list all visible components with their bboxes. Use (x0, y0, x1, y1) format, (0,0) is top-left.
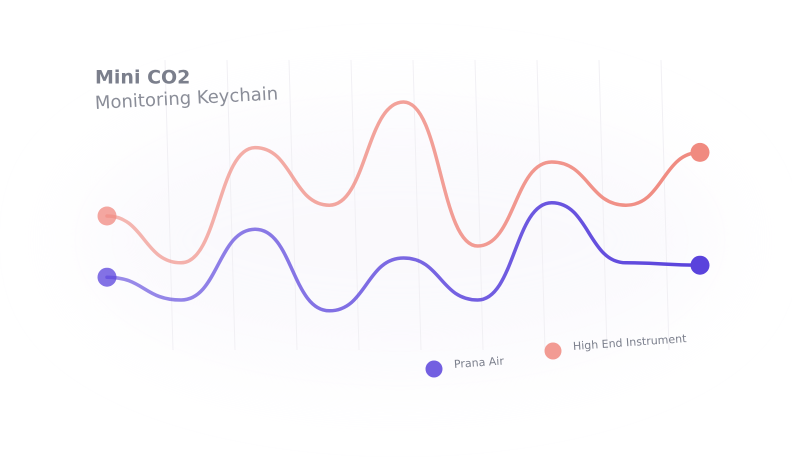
legend-label: Prana Air (454, 354, 505, 370)
glow (80, 110, 720, 370)
grid (164, 59, 670, 351)
grid-line (350, 59, 360, 351)
plot (97, 100, 710, 313)
grid-line (288, 59, 298, 351)
grid-line (164, 59, 174, 351)
end-point (690, 142, 710, 162)
grid-line (598, 59, 608, 351)
chart-title: Mini CO2 (95, 67, 190, 89)
grid-line (660, 59, 670, 351)
end-point (690, 255, 710, 275)
start-point (97, 267, 117, 287)
grid-line (474, 59, 484, 351)
legend-marker (544, 342, 562, 360)
start-point (97, 206, 117, 226)
grid-line (226, 59, 236, 351)
legend-marker (425, 360, 443, 378)
series-line (105, 100, 702, 265)
series-line (105, 201, 702, 313)
